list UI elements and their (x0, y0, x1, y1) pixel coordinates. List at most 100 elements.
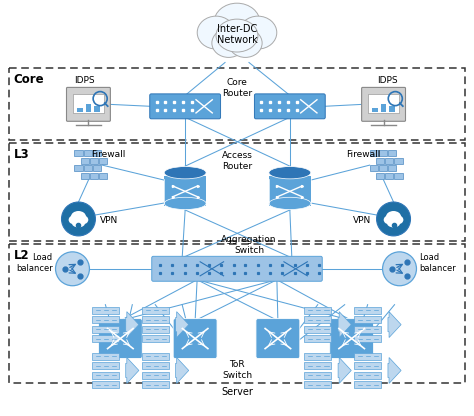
Bar (379, 150, 387, 156)
Bar (304, 372, 331, 379)
Ellipse shape (387, 218, 401, 228)
Text: VPN: VPN (353, 216, 372, 225)
Bar (164, 176, 206, 206)
Bar (93, 150, 101, 156)
Ellipse shape (197, 16, 235, 49)
Bar (142, 372, 169, 379)
FancyBboxPatch shape (150, 94, 220, 119)
Text: VPN: VPN (100, 216, 118, 225)
Text: Aggregation
Switch: Aggregation Switch (221, 235, 277, 255)
Text: L2: L2 (14, 249, 29, 262)
Bar (304, 307, 331, 314)
FancyBboxPatch shape (152, 256, 322, 281)
Ellipse shape (394, 215, 403, 224)
Bar (354, 335, 381, 342)
Circle shape (376, 202, 410, 236)
Bar (92, 335, 119, 342)
Bar (86, 104, 91, 112)
Bar (376, 158, 384, 164)
Bar (142, 307, 169, 314)
Bar (354, 317, 381, 323)
Ellipse shape (216, 19, 258, 52)
Bar (304, 353, 331, 360)
Bar (269, 176, 311, 206)
Bar (84, 165, 92, 171)
Text: L3: L3 (14, 148, 29, 161)
Bar (92, 353, 119, 360)
Ellipse shape (239, 16, 277, 49)
FancyArrow shape (388, 357, 401, 384)
Ellipse shape (71, 211, 86, 223)
Bar (304, 317, 331, 323)
Ellipse shape (269, 197, 311, 210)
Ellipse shape (164, 166, 206, 179)
Ellipse shape (228, 29, 262, 57)
Bar (379, 165, 387, 171)
Text: Server: Server (221, 387, 253, 397)
Text: IDPS: IDPS (377, 77, 398, 85)
Ellipse shape (384, 215, 393, 224)
Text: Firewall: Firewall (91, 150, 126, 159)
Bar (99, 173, 108, 179)
Ellipse shape (72, 218, 85, 228)
FancyBboxPatch shape (99, 319, 142, 359)
Circle shape (383, 252, 417, 286)
Bar (394, 158, 402, 164)
Bar (9, 69, 465, 140)
Bar (354, 307, 381, 314)
Bar (389, 106, 395, 112)
FancyArrow shape (338, 357, 351, 384)
Text: ToR
Switch: ToR Switch (222, 361, 252, 380)
Text: Load
balancer: Load balancer (419, 253, 456, 272)
Bar (376, 173, 384, 179)
Bar (142, 362, 169, 369)
Bar (90, 173, 98, 179)
Bar (394, 173, 402, 179)
Ellipse shape (79, 215, 88, 224)
Bar (73, 94, 103, 113)
Text: Core: Core (14, 74, 44, 87)
Bar (142, 353, 169, 360)
Ellipse shape (164, 197, 206, 210)
Text: Core
Router: Core Router (222, 79, 252, 98)
Bar (381, 104, 386, 112)
Bar (304, 381, 331, 388)
Ellipse shape (69, 215, 78, 224)
Bar (77, 108, 82, 112)
FancyBboxPatch shape (256, 319, 300, 359)
Bar (74, 150, 82, 156)
FancyBboxPatch shape (173, 319, 217, 359)
Bar (92, 317, 119, 323)
Text: Access
Router: Access Router (221, 151, 253, 171)
Bar (368, 94, 399, 113)
Bar (81, 158, 89, 164)
Bar (90, 158, 98, 164)
FancyArrow shape (126, 312, 139, 337)
FancyBboxPatch shape (255, 94, 325, 119)
Bar (81, 173, 89, 179)
Bar (142, 335, 169, 342)
Bar (354, 381, 381, 388)
Bar (373, 108, 378, 112)
Bar (388, 165, 396, 171)
Bar (9, 244, 465, 384)
Bar (92, 381, 119, 388)
Circle shape (55, 252, 90, 286)
Bar (385, 173, 393, 179)
Bar (142, 381, 169, 388)
Ellipse shape (212, 29, 246, 57)
Bar (93, 165, 101, 171)
Ellipse shape (269, 166, 311, 179)
Bar (74, 165, 82, 171)
Bar (370, 150, 378, 156)
Ellipse shape (386, 211, 401, 223)
Bar (94, 106, 100, 112)
Bar (92, 326, 119, 333)
Text: Inter-DC
Network: Inter-DC Network (217, 24, 257, 45)
Text: Load
balancer: Load balancer (16, 253, 53, 272)
Bar (92, 372, 119, 379)
Text: IDPS: IDPS (74, 77, 95, 85)
Bar (304, 326, 331, 333)
Ellipse shape (214, 3, 260, 42)
Bar (304, 362, 331, 369)
